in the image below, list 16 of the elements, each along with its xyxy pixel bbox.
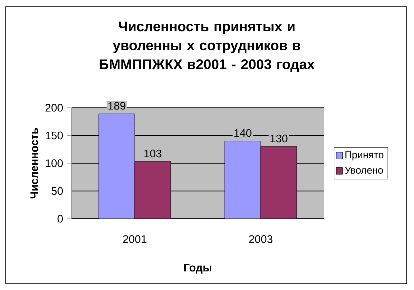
y-tick-label: 100	[46, 160, 64, 168]
data-label: 140	[234, 129, 252, 138]
legend-label: Уволено	[345, 166, 384, 174]
y-tick-label: 150	[46, 132, 64, 140]
data-label: 130	[270, 134, 288, 143]
y-tick-label: 50	[52, 187, 64, 196]
data-label: 189	[108, 102, 126, 110]
y-tick-label: 0	[58, 215, 64, 223]
y-tick-label: 200	[46, 104, 64, 112]
y-axis-title: Численность	[30, 128, 38, 199]
x-tick-label: 2001	[123, 236, 147, 244]
legend-label: Принято	[346, 152, 384, 161]
chart-title: Численность принятых и уволенны х сотрудников в БММППЖКХ в2001 - 2003 годах	[100, 22, 315, 72]
x-axis-title: Годы	[184, 264, 212, 274]
x-tick-label: 2003	[249, 236, 273, 244]
data-label: 103	[144, 150, 162, 158]
